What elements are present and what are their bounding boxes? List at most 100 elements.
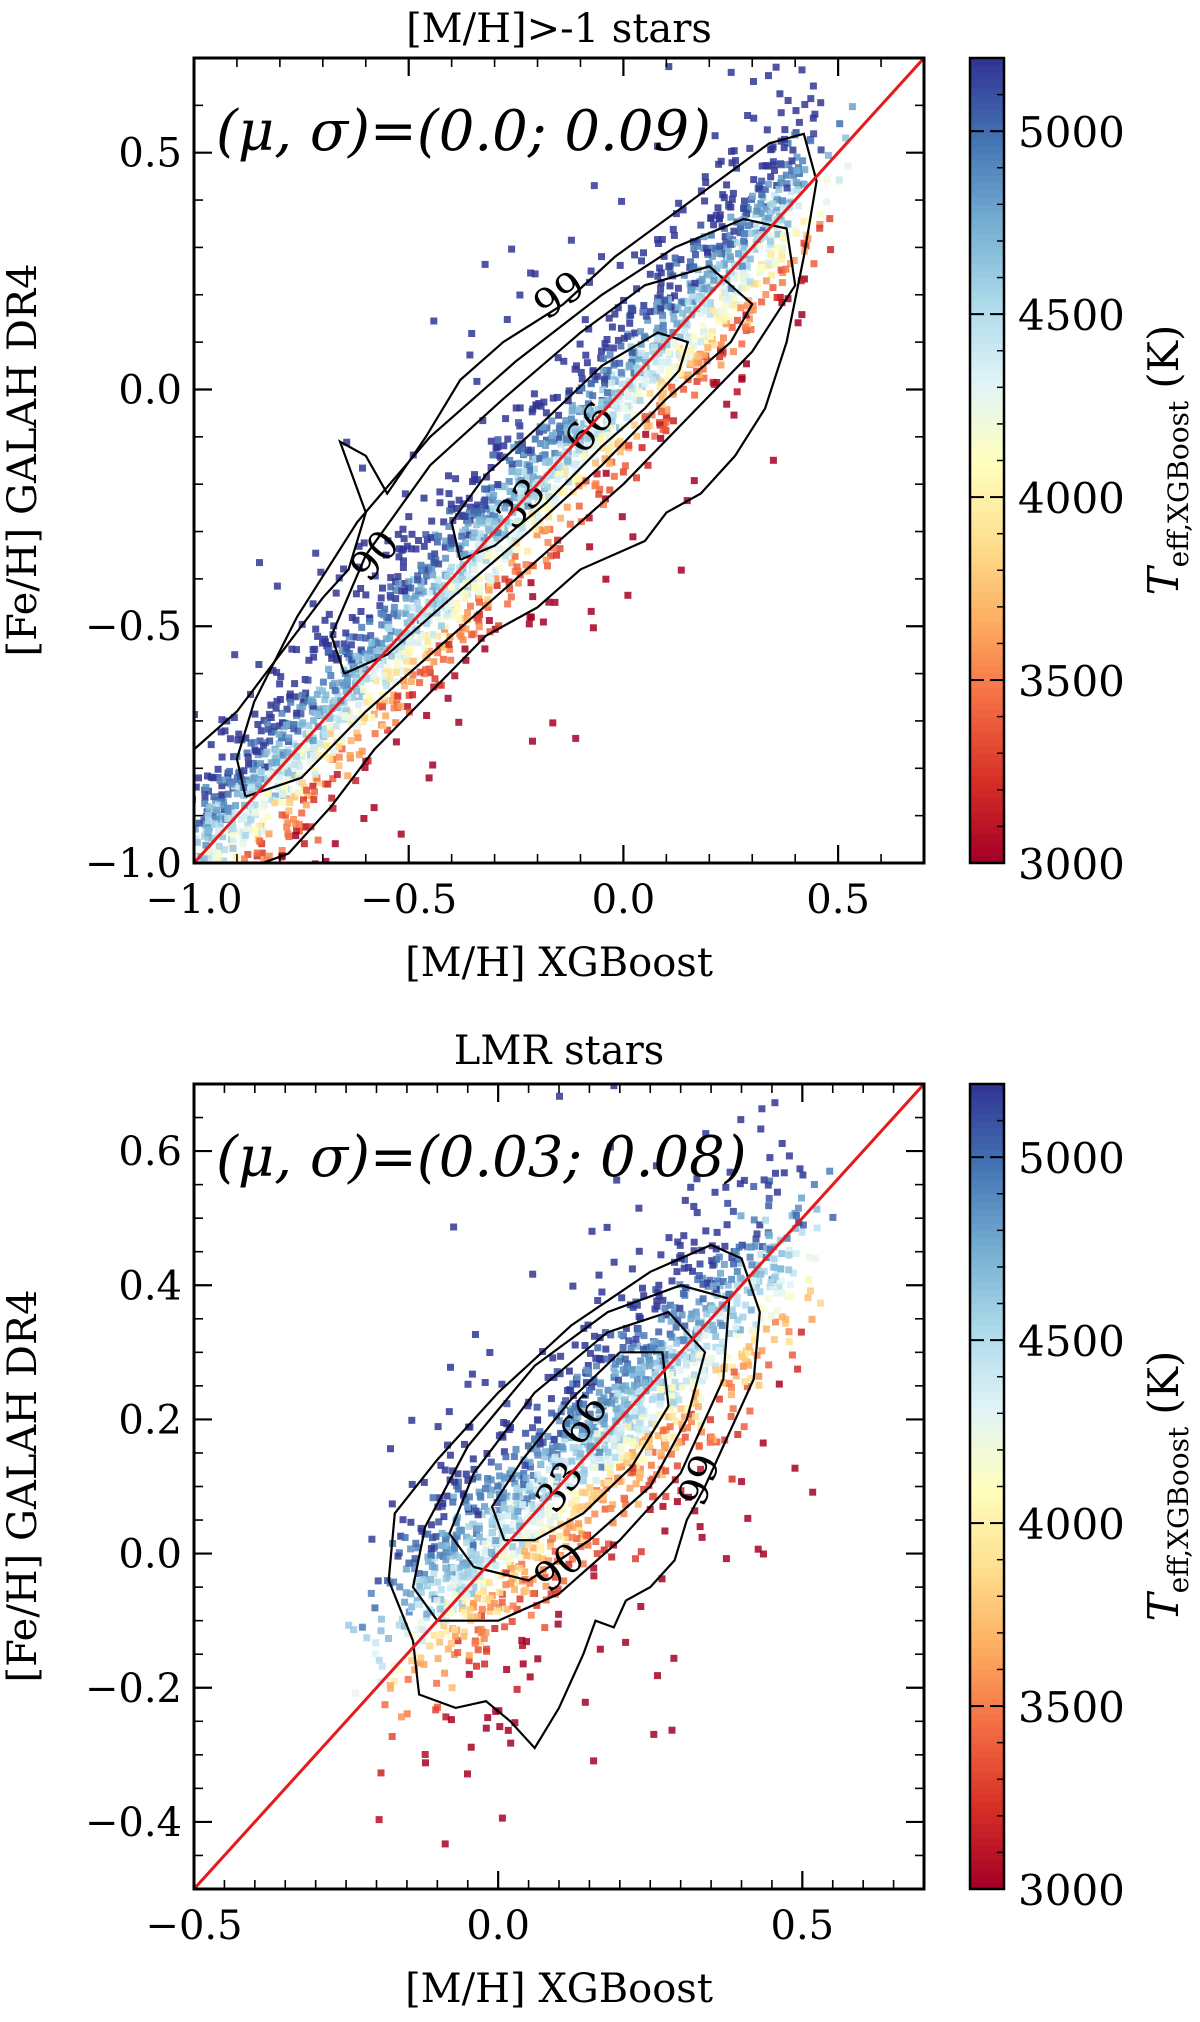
scatter-point [529, 1479, 537, 1487]
scatter-point [629, 1370, 637, 1378]
scatter-point [417, 1654, 425, 1662]
scatter-point [709, 244, 717, 252]
scatter-point [643, 423, 651, 431]
scatter-point [394, 1552, 402, 1560]
scatter-point [779, 244, 787, 252]
scatter-point [628, 1448, 636, 1456]
colorbar-segment [970, 255, 1004, 264]
scatter-point [372, 1650, 379, 1658]
scatter-point [285, 807, 293, 815]
scatter-point [588, 426, 596, 434]
scatter-point [758, 191, 766, 199]
scatter-point [492, 1562, 500, 1569]
scatter-point [437, 1461, 445, 1469]
scatter-point [702, 1304, 710, 1312]
scatter-point [640, 1362, 648, 1370]
scatter-point [642, 1426, 650, 1434]
scatter-point [556, 462, 564, 470]
scatter-point [526, 1487, 534, 1494]
scatter-point [528, 408, 536, 416]
scatter-point [680, 1232, 688, 1240]
scatter-point [562, 1431, 570, 1439]
scatter-point [783, 180, 791, 188]
scatter-point [305, 735, 313, 743]
scatter-point [652, 1379, 659, 1387]
scatter-point [493, 1499, 501, 1506]
colorbar-segment [970, 1779, 1004, 1788]
scatter-point [620, 1494, 628, 1502]
scatter-point [767, 1312, 775, 1320]
scatter-point [447, 1716, 455, 1724]
scatter-point [743, 1286, 751, 1294]
scatter-point [500, 1448, 508, 1456]
scatter-point [313, 691, 321, 698]
scatter-point [507, 1424, 515, 1431]
scatter-point [649, 1384, 657, 1392]
scatter-point [748, 1261, 756, 1269]
scatter-point [763, 1325, 770, 1333]
scatter-point [714, 249, 722, 257]
scatter-point [786, 1281, 794, 1289]
scatter-point [720, 303, 728, 311]
scatter-point [394, 609, 402, 617]
scatter-point [709, 1282, 717, 1290]
scatter-point [278, 789, 286, 797]
scatter-point [526, 467, 533, 475]
scatter-point [799, 1221, 807, 1229]
scatter-point [724, 294, 732, 302]
scatter-point [478, 1605, 486, 1613]
scatter-point [709, 306, 717, 314]
scatter-point [578, 1530, 586, 1538]
scatter-point [674, 284, 682, 292]
scatter-point [517, 494, 525, 502]
scatter-point [571, 1402, 579, 1410]
colorbar-segment [970, 680, 1004, 688]
colorbar-segment [970, 489, 1004, 498]
scatter-point [749, 302, 757, 310]
colorbar-segment [970, 753, 1004, 762]
scatter-point [405, 513, 413, 521]
scatter-point [438, 1541, 446, 1549]
colorbar-segment [970, 248, 1004, 257]
scatter-point [392, 738, 400, 746]
scatter-point [634, 1425, 642, 1433]
scatter-point [445, 593, 453, 601]
scatter-point [510, 1453, 518, 1460]
scatter-point [470, 529, 478, 537]
scatter-point [521, 1568, 529, 1576]
scatter-point [753, 1351, 761, 1359]
scatter-point [699, 322, 707, 330]
scatter-point [798, 1194, 805, 1202]
scatter-point [378, 621, 386, 629]
scatter-point [410, 1559, 418, 1567]
scatter-point [655, 1292, 663, 1300]
scatter-point [394, 530, 402, 538]
scatter-point [778, 1250, 786, 1258]
scatter-point [282, 721, 290, 729]
scatter-point [259, 803, 267, 810]
scatter-point [690, 263, 698, 271]
scatter-point [631, 251, 639, 259]
scatter-point [573, 1373, 581, 1381]
scatter-point [697, 187, 705, 195]
scatter-point [256, 737, 264, 745]
scatter-point [794, 319, 802, 327]
scatter-point [363, 1634, 371, 1642]
scatter-point [319, 678, 327, 686]
scatter-point [682, 1377, 690, 1385]
scatter-point [794, 186, 802, 194]
scatter-point [217, 728, 225, 736]
scatter-point [718, 308, 726, 316]
scatter-point [634, 1342, 642, 1350]
scatter-point [502, 415, 510, 423]
scatter-point [515, 579, 522, 587]
scatter-point [275, 740, 283, 748]
scatter-point [549, 1445, 557, 1453]
scatter-point [299, 779, 307, 787]
scatter-point [538, 490, 546, 498]
scatter-point [580, 1437, 588, 1445]
x-tick-label: −1.0 [145, 877, 242, 923]
scatter-point [522, 1586, 530, 1594]
scatter-point [621, 405, 629, 412]
colorbar-segment [970, 650, 1004, 659]
